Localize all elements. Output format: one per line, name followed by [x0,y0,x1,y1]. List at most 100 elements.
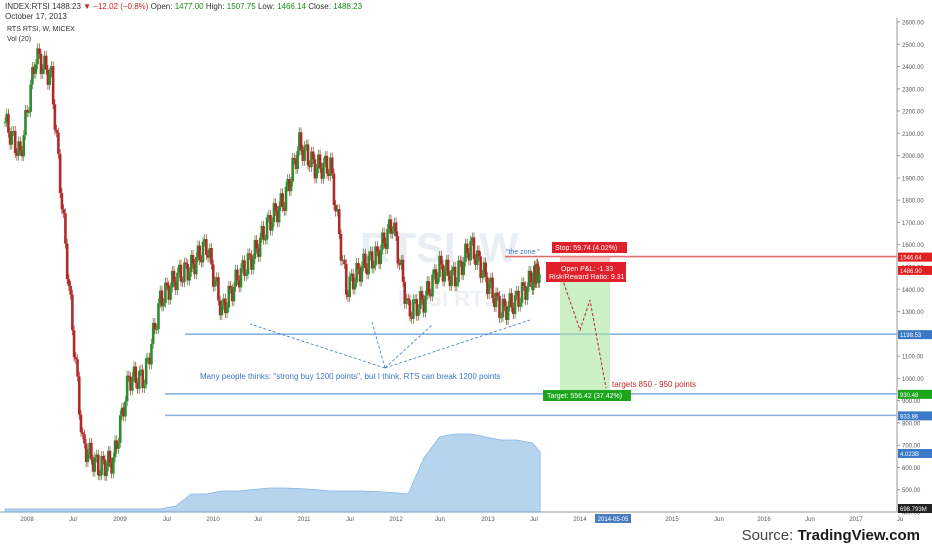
price-candle [274,203,277,211]
price-candle [283,207,286,211]
price-candle [213,281,217,287]
price-candle [476,250,479,266]
price-candle [164,282,167,304]
price-candle [241,260,244,269]
price-candle [60,193,64,210]
x-tick-label: Jun [435,517,445,523]
price-candle [84,443,88,463]
price-candle [170,270,174,288]
price-candle [217,277,220,301]
price-candle [69,285,72,295]
price-candle [534,282,538,284]
price-candle [477,250,481,257]
price-candle [332,173,336,205]
x-tick-label: Jul [346,517,354,523]
close-label: Close: [308,2,331,11]
price-candle [25,109,29,113]
price-candle [134,366,138,384]
price-candle [122,407,125,417]
price-candle [422,299,426,313]
price-candle [482,262,486,275]
price-candle [262,226,265,240]
x-tick-label: Jul [530,517,538,523]
price-candle [51,66,55,105]
price-candle [353,282,357,290]
price-level-badge [898,330,932,340]
date-label: October 17, 2013 [5,12,67,21]
price-candle [445,259,448,272]
price-candle [370,251,374,269]
y-tick-label: 1900.00 [902,176,924,182]
price-candle [98,475,102,477]
price-candle [377,251,381,265]
price-candle [127,375,131,377]
price-candle [105,466,108,476]
price-candle [431,274,434,297]
annotation-arrow [384,319,531,369]
source-brand: TradingView.com [797,527,920,544]
price-level-badge [898,265,932,275]
price-candle [510,293,513,308]
price-candle [184,262,188,265]
price-candle [43,55,46,69]
price-candle [412,299,415,319]
x-tick-label: 2017 [849,517,863,523]
price-candle [37,48,41,54]
price-candle [365,268,369,275]
x-tick-label: 2015 [665,517,679,523]
price-candle [399,259,403,266]
price-candle [394,222,398,237]
price-candle [31,66,34,85]
x-tick-label: Jun [805,517,815,523]
price-candle [413,299,417,301]
x-tick-label: Jul [163,517,171,523]
price-candle [334,204,338,212]
open-pnl-label: Open P&L: -1.33 [561,266,613,273]
y-tick-label: 1400.00 [902,288,924,294]
x-tick-label: 2012 [389,517,403,523]
price-candle [246,253,250,275]
price-candle [337,209,341,235]
opinion-annotation: Many people thinks: "strong buy 1200 poi… [200,372,500,381]
price-candle [162,303,165,307]
price-candle [200,260,203,263]
price-candle [410,316,413,319]
price-candle [44,55,48,70]
price-candle [470,237,474,241]
open-label: Open: [150,2,173,11]
price-candle [398,263,401,266]
price-candle [318,154,322,168]
x-tick-label: 2011 [298,517,312,523]
price-candle [29,84,32,112]
price-candle [376,246,379,252]
target-zone [560,269,610,394]
price-candle [27,111,31,113]
price-candle [457,260,460,283]
y-tick-label: 800.00 [902,421,921,427]
price-candle [118,415,122,443]
price-candle [452,266,455,271]
price-candle [330,157,334,174]
price-candle [360,266,364,282]
price-candle [95,454,98,458]
price-candle [344,264,348,295]
pnl-label-box [546,262,626,282]
price-candle [260,226,264,238]
open-value: 1477.00 [174,2,204,11]
price-candle [296,151,299,169]
price-candle [520,282,524,303]
price-candle [190,254,193,273]
annotation-arrow [384,324,433,369]
y-tick-label: 2400.00 [902,65,924,71]
price-candle [144,358,148,385]
price-candle [225,307,229,314]
price-candle [393,222,396,232]
price-candle [384,242,388,250]
price-candle [304,144,308,147]
price-candle [474,258,477,266]
price-candle [18,141,22,151]
price-candle [15,153,19,156]
price-candle [511,307,515,315]
price-candle [501,298,505,318]
